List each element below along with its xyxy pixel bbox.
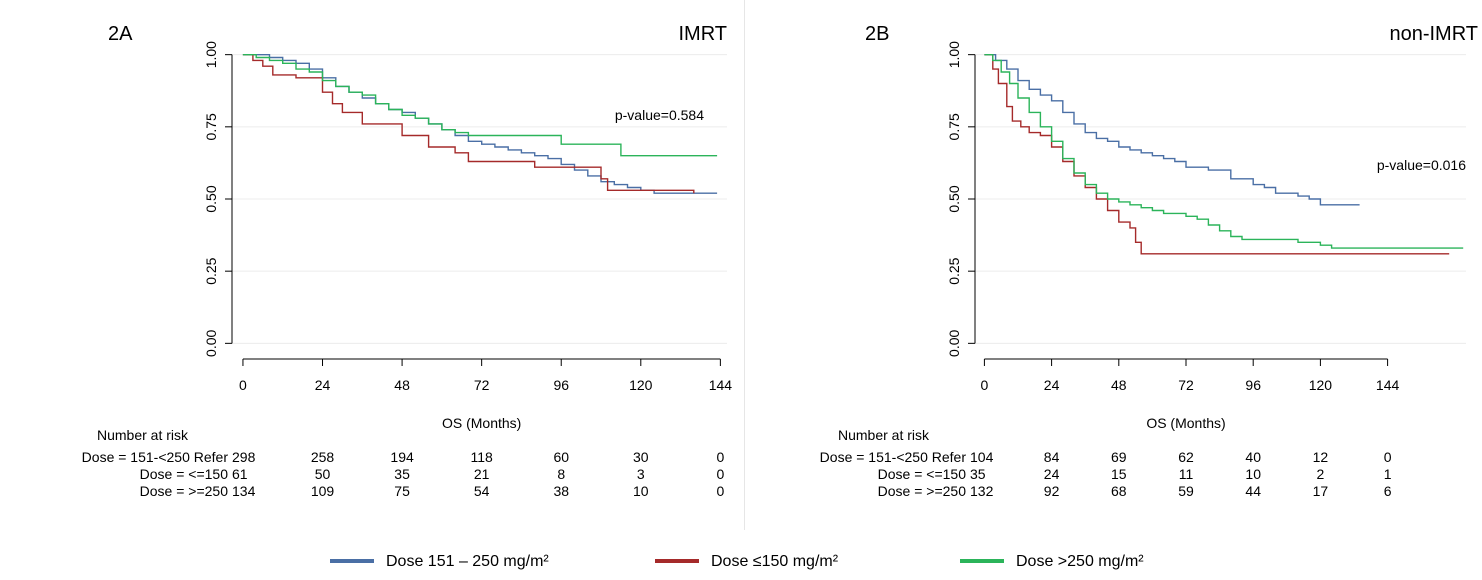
- x-tick-label: 144: [1376, 377, 1400, 393]
- risk-count: 62: [1178, 449, 1194, 465]
- risk-count: 2: [1317, 466, 1325, 482]
- risk-count: 134: [232, 483, 256, 499]
- y-tick-label: 0.25: [946, 257, 962, 284]
- risk-count: 84: [1044, 449, 1060, 465]
- panel-label: 2B: [865, 23, 889, 45]
- risk-count: 0: [716, 483, 724, 499]
- km-panel-1: 0.00 0.25 0.50 0.75 1.00 0 24 48 72 96 120 144 OS (M…: [82, 23, 733, 499]
- risk-count: 194: [390, 449, 414, 465]
- y-tick-label: 1.00: [203, 41, 219, 68]
- panel-title: IMRT: [678, 23, 727, 45]
- risk-count: 60: [553, 449, 569, 465]
- y-tick-label: 0.00: [203, 330, 219, 357]
- risk-count: 38: [553, 483, 569, 499]
- risk-count: 69: [1111, 449, 1127, 465]
- risk-count: 44: [1245, 483, 1261, 499]
- x-tick-label: 48: [394, 377, 410, 393]
- y-tick-label: 0.25: [203, 257, 219, 284]
- risk-count: 10: [1245, 466, 1261, 482]
- legend-label: Dose 151 – 250 mg/m²: [386, 553, 549, 570]
- x-tick-label: 48: [1111, 377, 1127, 393]
- risk-count: 75: [394, 483, 410, 499]
- y-tick-label: 0.75: [946, 113, 962, 140]
- x-tick-label: 72: [474, 377, 490, 393]
- legend: Dose 151 – 250 mg/m² Dose ≤150 mg/m² Dose …: [330, 553, 1144, 570]
- legend-label: Dose >250 mg/m²: [1016, 553, 1144, 570]
- y-tick-label: 0.75: [203, 113, 219, 140]
- km-curve-series-2: [984, 54, 1450, 255]
- risk-row-label: Dose = <=150: [878, 466, 967, 482]
- risk-count: 132: [970, 483, 994, 499]
- risk-count: 0: [716, 466, 724, 482]
- risk-count: 10: [633, 483, 649, 499]
- risk-count: 298: [232, 449, 256, 465]
- risk-row-label: Dose = 151-<250 Refer: [820, 449, 967, 465]
- x-tick-label: 24: [315, 377, 331, 393]
- risk-count: 15: [1111, 466, 1127, 482]
- risk-count: 40: [1245, 449, 1261, 465]
- x-axis-title: OS (Months): [1146, 415, 1225, 431]
- risk-count: 3: [637, 466, 645, 482]
- panel-divider: [744, 0, 745, 530]
- panel-label: 2A: [108, 23, 133, 45]
- risk-count: 104: [970, 449, 994, 465]
- risk-count: 12: [1313, 449, 1329, 465]
- risk-count: 50: [315, 466, 331, 482]
- risk-count: 17: [1313, 483, 1329, 499]
- risk-count: 61: [232, 466, 248, 482]
- y-tick-label: 0.50: [946, 185, 962, 212]
- risk-count: 92: [1044, 483, 1060, 499]
- risk-count: 6: [1384, 483, 1392, 499]
- x-tick-label: 0: [239, 377, 247, 393]
- risk-table-heading: Number at risk: [97, 427, 189, 443]
- risk-count: 109: [311, 483, 335, 499]
- risk-count: 0: [1384, 449, 1392, 465]
- risk-row-label: Dose = >=250: [878, 483, 967, 499]
- y-tick-label: 1.00: [946, 41, 962, 68]
- km-curve-series-3: [984, 54, 1464, 249]
- x-tick-label: 96: [1245, 377, 1261, 393]
- x-tick-label: 120: [629, 377, 653, 393]
- x-tick-label: 144: [709, 377, 733, 393]
- x-tick-label: 96: [553, 377, 569, 393]
- risk-count: 0: [716, 449, 724, 465]
- x-axis-title: OS (Months): [442, 415, 521, 431]
- x-tick-label: 24: [1044, 377, 1060, 393]
- risk-count: 59: [1178, 483, 1194, 499]
- y-tick-label: 0.50: [203, 185, 219, 212]
- km-curve-series-1: [242, 54, 718, 194]
- risk-row-label: Dose = 151-<250 Refer: [82, 449, 229, 465]
- risk-count: 21: [474, 466, 490, 482]
- p-value-annotation: p-value=0.584: [615, 107, 704, 123]
- risk-count: 35: [970, 466, 986, 482]
- risk-count: 8: [557, 466, 565, 482]
- risk-table-heading: Number at risk: [838, 427, 930, 443]
- x-tick-label: 0: [981, 377, 989, 393]
- y-tick-label: 0.00: [946, 330, 962, 357]
- risk-row-label: Dose = >=250: [140, 483, 229, 499]
- risk-count: 24: [1044, 466, 1060, 482]
- km-curve-series-3: [242, 54, 718, 157]
- risk-count: 11: [1179, 466, 1194, 482]
- risk-row-label: Dose = <=150: [140, 466, 229, 482]
- risk-count: 54: [474, 483, 490, 499]
- panel-title: non-IMRT: [1389, 23, 1478, 45]
- x-tick-label: 72: [1178, 377, 1194, 393]
- risk-count: 35: [394, 466, 410, 482]
- risk-count: 1: [1384, 466, 1392, 482]
- legend-label: Dose ≤150 mg/m²: [711, 553, 839, 570]
- x-tick-label: 120: [1309, 377, 1333, 393]
- km-curve-series-1: [984, 54, 1360, 206]
- risk-count: 68: [1111, 483, 1127, 499]
- risk-count: 258: [311, 449, 335, 465]
- risk-count: 118: [470, 449, 493, 465]
- risk-count: 30: [633, 449, 649, 465]
- p-value-annotation: p-value=0.016: [1377, 157, 1466, 173]
- km-curve-series-2: [242, 54, 695, 194]
